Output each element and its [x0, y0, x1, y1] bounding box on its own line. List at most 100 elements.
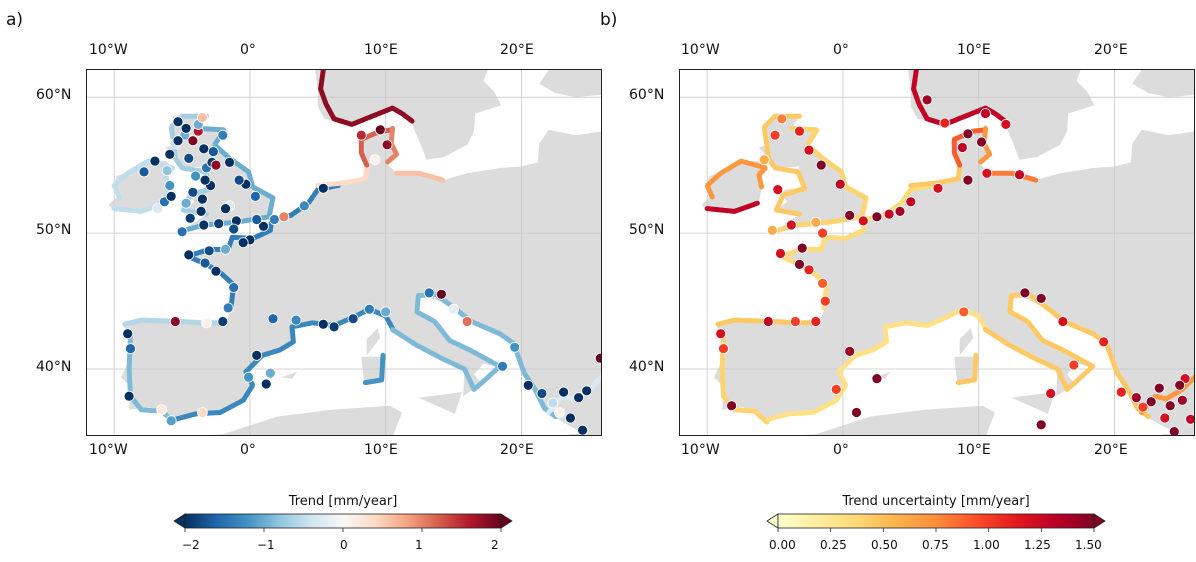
uncertainty-tide-gauge-point [1045, 388, 1057, 399]
uncertainty-tide-gauge-point [794, 258, 805, 270]
uncertainty-coastal-segment [955, 352, 979, 386]
trend-tide-gauge-point [298, 200, 310, 212]
trend-tide-gauge-point [243, 371, 255, 383]
uncertainty-tide-gauge-point [1019, 287, 1031, 299]
trend-tide-gauge-point [138, 166, 150, 178]
trend-tide-gauge-point [577, 424, 588, 435]
uncertainty-coastal-segment [704, 200, 760, 214]
trend-colorbar-tick-5: 2 [491, 538, 499, 552]
trend-tide-gauge-point [228, 282, 240, 293]
uncertainty-coastal-segment [951, 127, 988, 168]
uncertainty-tide-gauge-point [981, 167, 993, 179]
uncertainty-tide-gauge-point [921, 94, 933, 106]
uncertainty-tide-gauge-point [844, 209, 856, 221]
uncertainty-colorbar-tick-1: 0.00 [769, 538, 796, 552]
uncertainty-tide-gauge-point [871, 373, 883, 385]
panel-a-lat-tick-3: 40°N [36, 359, 72, 375]
trend-coastal-segment [384, 125, 400, 165]
panel-a-lon-tick-top-3: 10°E [364, 42, 398, 58]
trend-tide-gauge-point [564, 412, 576, 424]
trend-tide-gauge-point [558, 386, 570, 398]
uncertainty-tide-gauge-point [1000, 119, 1012, 130]
trend-tide-gauge-point [497, 360, 508, 372]
uncertainty-land-10 [801, 405, 995, 435]
uncertainty-tide-gauge-point [1176, 394, 1188, 406]
trend-colorbar-title: Trend [mm/year] [288, 494, 398, 509]
uncertainty-tide-gauge-point [1137, 401, 1149, 413]
trend-tide-gauge-point [152, 203, 163, 215]
uncertainty-tide-gauge-point [958, 306, 970, 318]
trend-tide-gauge-point [374, 124, 386, 136]
uncertainty-tide-gauge-point [1168, 426, 1180, 435]
trend-tide-gauge-point [328, 321, 340, 333]
trend-tide-gauge-point [199, 257, 211, 269]
trend-tide-gauge-point [509, 341, 521, 353]
trend-colorbar-tick-3: 0 [340, 538, 348, 552]
trend-tide-gauge-point [198, 219, 210, 231]
trend-land-11 [539, 70, 601, 98]
uncertainty-tide-gauge-point [851, 407, 862, 418]
trend-tide-gauge-point [435, 288, 447, 300]
trend-tide-gauge-point [268, 214, 280, 225]
uncertainty-tide-gauge-point [769, 129, 781, 141]
trend-tide-gauge-point [183, 249, 195, 261]
uncertainty-tide-gauge-point [796, 242, 808, 254]
uncertainty-tide-gauge-point [1130, 392, 1142, 404]
trend-tide-gauge-point [222, 302, 234, 314]
uncertainty-tide-gauge-point [803, 144, 815, 156]
uncertainty-tide-gauge-point [715, 328, 727, 340]
uncertainty-colorbar-extend-max [1093, 513, 1106, 529]
panel-b-map [679, 69, 1195, 436]
trend-tide-gauge-point [278, 211, 290, 223]
trend-land-10 [208, 405, 402, 435]
trend-colorbar-extend-max [500, 513, 513, 529]
uncertainty-tide-gauge-point [810, 216, 822, 228]
trend-tide-gauge-point [169, 316, 181, 327]
uncertainty-tide-gauge-point [962, 174, 974, 186]
panel-b-lat-tick-1: 60°N [629, 87, 665, 103]
trend-tide-gauge-point [198, 143, 210, 155]
trend-tide-gauge-point [180, 123, 192, 134]
uncertainty-tide-gauge-point [883, 208, 895, 220]
uncertainty-tide-gauge-point [1115, 386, 1127, 398]
trend-tide-gauge-point [381, 139, 393, 151]
uncertainty-tide-gauge-point [1035, 419, 1047, 431]
trend-tide-gauge-point [197, 193, 208, 205]
trend-tide-gauge-point [203, 245, 215, 257]
uncertainty-tide-gauges [715, 94, 1194, 435]
trend-tide-gauge-point [201, 317, 212, 329]
panel-a-lon-tick-top-1: 10°W [89, 42, 128, 58]
uncertainty-tide-gauge-point [790, 316, 801, 327]
trend-colorbar-tick-4: 1 [415, 538, 423, 552]
uncertainty-tide-gauge-point [1057, 316, 1069, 327]
trend-tide-gauge-point [522, 379, 534, 391]
trend-land-5 [366, 328, 381, 356]
trend-tide-gauge-point [125, 343, 136, 355]
trend-colorbar-extend-min [173, 513, 186, 529]
panel-b-lat-tick-3: 40°N [629, 359, 665, 375]
uncertainty-tide-gauge-point [803, 264, 815, 276]
uncertainty-tide-gauge-point [776, 113, 788, 125]
trend-land-7 [418, 392, 462, 414]
trend-tide-gauge-point [224, 157, 236, 168]
panel-a-map [86, 69, 602, 436]
panel-a-lon-tick-bottom-3: 10°E [364, 442, 398, 458]
panel-b-lon-tick-bottom-1: 10°W [681, 442, 720, 458]
trend-tide-gauge-point [122, 328, 134, 340]
trend-tide-gauge-point [573, 392, 585, 404]
uncertainty-tide-gauge-point [962, 128, 974, 140]
uncertainty-tide-gauge-point [830, 383, 842, 395]
trend-tide-gauge-point [190, 170, 201, 182]
trend-tide-gauge-point [197, 112, 208, 123]
panel-b-lon-tick-top-2: 0° [833, 42, 849, 58]
uncertainty-tide-gauge-point [726, 400, 737, 412]
uncertainty-coastal-segment [987, 170, 1039, 183]
uncertainty-land-1 [758, 116, 866, 234]
trend-tide-gauge-point [547, 397, 559, 409]
trend-tide-gauge-point [180, 197, 192, 209]
trend-tide-gauge-point [347, 313, 359, 325]
uncertainty-tide-gauge-point [932, 182, 944, 194]
trend-tide-gauge-point [264, 367, 276, 379]
uncertainty-tide-gauge-point [815, 159, 827, 171]
trend-colorbar-tick-2: −1 [257, 538, 275, 552]
